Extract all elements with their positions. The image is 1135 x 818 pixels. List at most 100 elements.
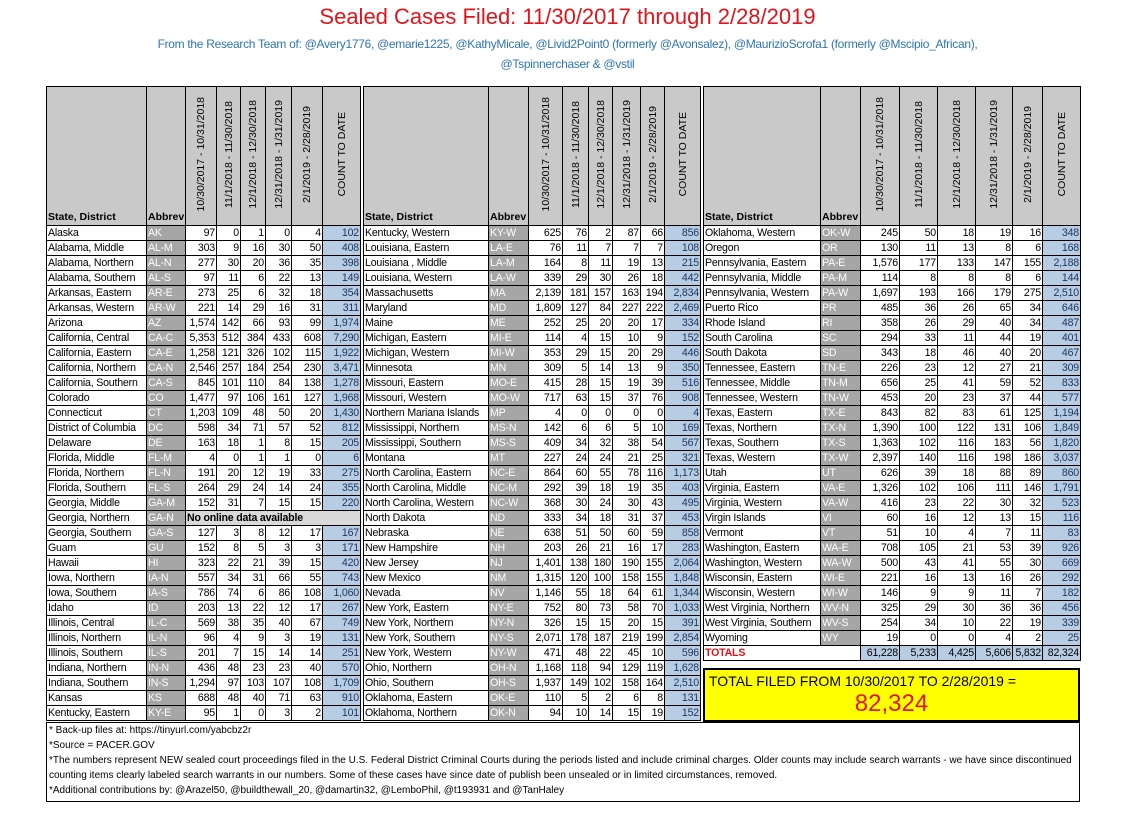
period-5: 32 [1012, 495, 1043, 511]
count-to-date: 334 [664, 315, 701, 331]
period-5: 43 [640, 495, 665, 511]
period-3: 326 [240, 345, 266, 361]
district-name: Louisiana, Eastern [363, 240, 489, 256]
table-row: Missouri, Eastern MO-E 415 28 15 19 39 516 [363, 375, 701, 391]
period-1: 1,258 [185, 345, 217, 361]
period-4: 60 [612, 525, 641, 541]
period-2: 193 [899, 285, 938, 301]
period-5: 116 [640, 465, 665, 481]
district-name: Minnesota [363, 360, 489, 376]
period-2: 25 [899, 375, 938, 391]
table-row: Florida, Northern FL-N 191 20 12 19 33 275 [46, 465, 361, 481]
period-2: 0 [562, 405, 589, 421]
period-3: 6 [240, 285, 266, 301]
district-name: Missouri, Western [363, 390, 489, 406]
count-to-date: 749 [322, 615, 361, 631]
column-header: COUNT TO DATE [322, 86, 361, 226]
period-4: 22 [265, 270, 292, 286]
period-4: 111 [975, 480, 1013, 496]
district-name: Pennsylvania, Western [703, 285, 821, 301]
period-4: 26 [612, 270, 641, 286]
period-4: 8 [975, 270, 1013, 286]
period-5: 36 [1012, 600, 1043, 616]
period-2: 10 [562, 705, 589, 721]
count-to-date: 7,290 [322, 330, 361, 346]
abbrev: PA-M [820, 270, 861, 286]
period-5: 155 [1012, 255, 1043, 271]
table-row: Alabama, Middle AL-M 303 9 16 30 50 408 [46, 240, 361, 256]
count-to-date: 311 [322, 300, 361, 316]
count-to-date: 420 [322, 555, 361, 571]
period-5: 8 [640, 690, 665, 706]
period-4: 3 [265, 630, 292, 646]
period-5: 63 [291, 690, 323, 706]
period-5: 11 [1012, 525, 1043, 541]
period-3: 184 [240, 360, 266, 376]
column-header-label: 12/31/2018 - 1/31/2019 [272, 100, 285, 209]
table-row: California, Northern CA-N 2,546 257 184 254 23… [46, 360, 361, 376]
period-1: 152 [185, 540, 217, 556]
district-name: Oklahoma, Northern [363, 705, 489, 721]
period-2: 22 [216, 555, 241, 571]
period-1: 1,146 [528, 585, 563, 601]
count-to-date: 401 [1042, 330, 1081, 346]
period-3: 6 [240, 270, 266, 286]
period-2: 34 [216, 570, 241, 586]
period-5: 4 [291, 225, 323, 241]
period-1: 436 [185, 660, 217, 676]
column-header-label: 12/1/2018 - 12/30/2018 [594, 100, 607, 209]
period-2: 149 [562, 675, 589, 691]
table-row: District of Columbia DC 598 34 71 57 52 812 [46, 420, 361, 436]
abbrev: AL-S [146, 270, 186, 286]
table-row: Wyoming WY 19 0 0 4 2 25 [703, 630, 1081, 646]
count-to-date: 453 [664, 510, 701, 526]
district-name: Missouri, Eastern [363, 375, 489, 391]
district-name: New York, Eastern [363, 600, 489, 616]
table-row: Kentucky, Eastern KY-E 95 1 0 3 2 101 [46, 705, 361, 721]
period-4: 5 [612, 420, 641, 436]
abbrev: MS-N [488, 420, 529, 436]
period-4: 32 [265, 285, 292, 301]
district-name: Iowa, Southern [46, 585, 147, 601]
note-contributions: *Additional contributions by: @Arazel50,… [49, 785, 565, 796]
count-to-date: 408 [322, 240, 361, 256]
period-1: 191 [185, 465, 217, 481]
table-row: South Carolina SC 294 33 11 44 19 401 [703, 330, 1081, 346]
period-1: 96 [185, 630, 217, 646]
column-header-label: 11/1/2018 - 11/30/2018 [569, 100, 582, 209]
table-row: Mississippi, Southern MS-S 409 34 32 38 54 567 [363, 435, 701, 451]
count-to-date: 577 [1042, 390, 1081, 406]
period-3: 7 [240, 495, 266, 511]
district-name: Tennessee, Eastern [703, 360, 821, 376]
count-to-date: 220 [322, 495, 361, 511]
period-3: 15 [240, 645, 266, 661]
period-5: 146 [1012, 480, 1043, 496]
period-3: 2 [588, 225, 613, 241]
table-row: New York, Southern NY-S 2,071 178 187 219 199 2… [363, 630, 701, 646]
period-3: 29 [240, 300, 266, 316]
count-to-date: 144 [1042, 270, 1081, 286]
column-header-label: 10/30/2017 - 10/31/2018 [195, 97, 207, 212]
district-name: North Carolina, Middle [363, 480, 489, 496]
period-2: 120 [562, 570, 589, 586]
period-1: 264 [185, 480, 217, 496]
period-2: 8 [899, 270, 938, 286]
table-row: New York, Eastern NY-E 752 80 73 58 70 1,033 [363, 600, 701, 616]
abbrev: OH-N [488, 660, 529, 676]
table-row: Colorado CO 1,477 97 106 161 127 1,968 [46, 390, 361, 406]
period-3: 15 [588, 375, 613, 391]
count-to-date: 152 [664, 705, 701, 721]
table-row: North Carolina, Eastern NC-E 864 60 55 78 116 1… [363, 465, 701, 481]
period-4: 19 [975, 225, 1013, 241]
period-4: 198 [975, 450, 1013, 466]
period-4: 0 [612, 405, 641, 421]
table-row: Oklahoma, Eastern OK-E 110 5 2 6 8 131 [363, 690, 701, 706]
period-5: 10 [640, 420, 665, 436]
count-to-date: 516 [664, 375, 701, 391]
table-row: Virginia, Eastern VA-E 1,326 102 106 111 146 1,… [703, 480, 1081, 496]
period-1: 94 [528, 705, 563, 721]
table-row: Indiana, Northern IN-N 436 48 23 23 40 570 [46, 660, 361, 676]
district-name: Indiana, Northern [46, 660, 147, 676]
count-to-date: 646 [1042, 300, 1081, 316]
district-name: Illinois, Northern [46, 630, 147, 646]
